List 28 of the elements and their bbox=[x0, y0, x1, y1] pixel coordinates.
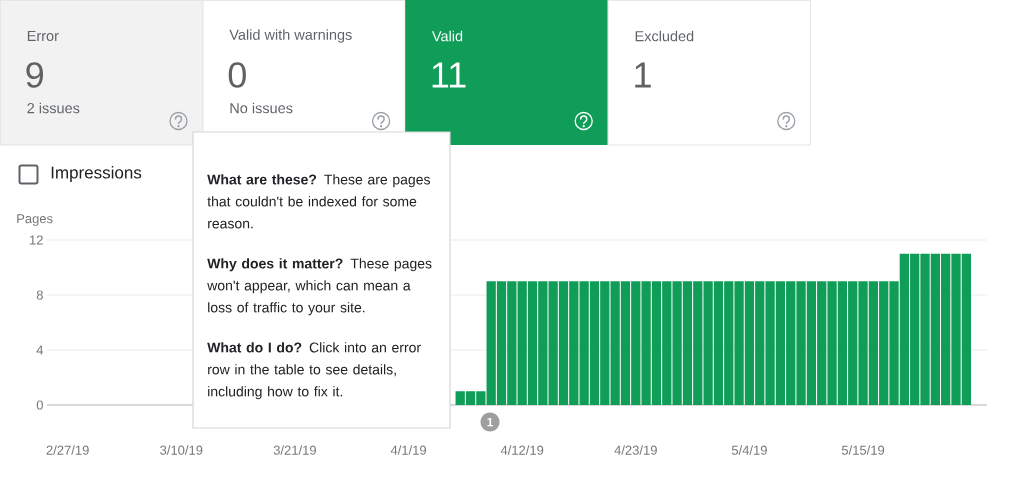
x-tick-label: 3/10/19 bbox=[160, 445, 203, 455]
x-tick-label: 4/12/19 bbox=[500, 445, 544, 455]
annotation: Why does it matter? These pages won't appear, which can mean a loss of traffic to your site. bbox=[207, 258, 432, 316]
data-label: 9 bbox=[26, 62, 44, 88]
x-tick-label: 5/15/19 bbox=[841, 445, 885, 455]
x-tick-label: 5/4/19 bbox=[731, 445, 767, 455]
x-tick-label: 2/27/19 bbox=[46, 445, 89, 455]
category-label: Valid with warnings bbox=[229, 29, 352, 43]
text: What are these? These are pages that couldn't be indexed for some reason. bbox=[207, 174, 430, 229]
data-label: 11 bbox=[432, 62, 466, 88]
text: Impressions bbox=[51, 166, 142, 182]
y-tick-label: 4 bbox=[36, 345, 44, 355]
x-tick-label: 4/23/19 bbox=[614, 445, 657, 455]
data-label: 1 bbox=[635, 62, 651, 88]
y-tick-label: 8 bbox=[36, 290, 43, 300]
category-label: Valid bbox=[431, 30, 463, 42]
text: No issues bbox=[230, 102, 293, 114]
annotation: What do I do? Click into an error row in the table to see details, including how to fix it. bbox=[207, 342, 421, 400]
x-tick-label: 4/1/19 bbox=[390, 445, 426, 455]
category-label: Excluded bbox=[635, 30, 694, 42]
x-tick-label: 3/21/19 bbox=[273, 445, 316, 455]
data-label: 0 bbox=[228, 62, 246, 88]
category-label: Error bbox=[27, 30, 59, 42]
text: 2 issues bbox=[27, 102, 80, 114]
y-axis-title: Pages bbox=[17, 214, 53, 226]
y-tick-label: 12 bbox=[30, 235, 43, 245]
y-tick-label: 0 bbox=[36, 400, 43, 410]
text: 1 bbox=[487, 417, 494, 427]
